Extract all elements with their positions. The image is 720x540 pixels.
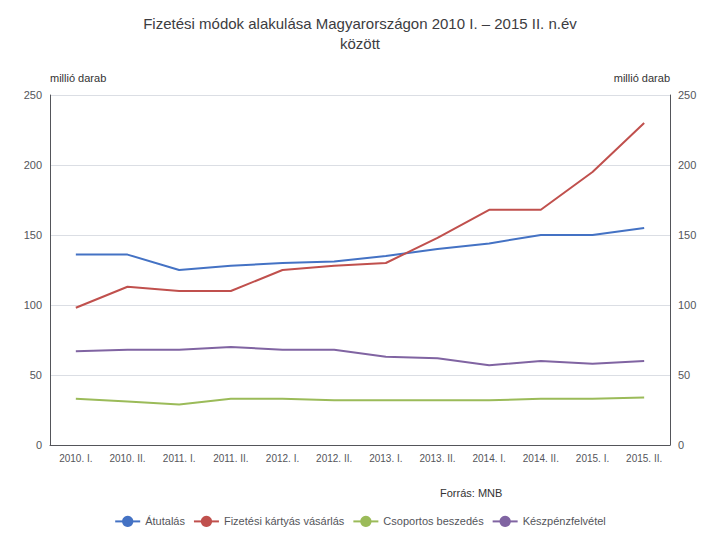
svg-text:2015. I.: 2015. I. (576, 453, 609, 464)
svg-text:200: 200 (24, 159, 42, 171)
svg-text:Átutalás: Átutalás (145, 515, 185, 527)
svg-text:Forrás: MNB: Forrás: MNB (440, 487, 502, 499)
svg-text:Csoportos beszedés: Csoportos beszedés (383, 515, 484, 527)
svg-text:2014. I.: 2014. I. (472, 453, 505, 464)
svg-text:250: 250 (678, 89, 696, 101)
svg-text:millió darab: millió darab (50, 72, 106, 84)
svg-text:50: 50 (30, 369, 42, 381)
svg-text:50: 50 (678, 369, 690, 381)
svg-text:0: 0 (36, 439, 42, 451)
svg-text:150: 150 (678, 229, 696, 241)
svg-text:Fizetési kártyás vásárlás: Fizetési kártyás vásárlás (224, 515, 345, 527)
svg-text:200: 200 (678, 159, 696, 171)
svg-text:100: 100 (678, 299, 696, 311)
svg-text:Fizetési módok alakulása Magya: Fizetési módok alakulása Magyarországon … (143, 15, 577, 32)
svg-text:Készpénzfelvétel: Készpénzfelvétel (523, 515, 606, 527)
svg-text:2013. I.: 2013. I. (369, 453, 402, 464)
svg-text:150: 150 (24, 229, 42, 241)
svg-text:2013. II.: 2013. II. (419, 453, 455, 464)
svg-text:100: 100 (24, 299, 42, 311)
svg-text:2014. II.: 2014. II. (523, 453, 559, 464)
svg-text:2011. I.: 2011. I. (163, 453, 196, 464)
svg-text:millió darab: millió darab (614, 72, 670, 84)
svg-text:2015. II.: 2015. II. (626, 453, 662, 464)
svg-text:0: 0 (678, 439, 684, 451)
svg-text:2010. II.: 2010. II. (109, 453, 145, 464)
svg-text:2010. I.: 2010. I. (59, 453, 92, 464)
svg-text:2011. II.: 2011. II. (213, 453, 248, 464)
svg-text:között: között (340, 35, 381, 52)
svg-text:2012. II.: 2012. II. (316, 453, 352, 464)
svg-text:2012. I.: 2012. I. (266, 453, 299, 464)
svg-text:250: 250 (24, 89, 42, 101)
